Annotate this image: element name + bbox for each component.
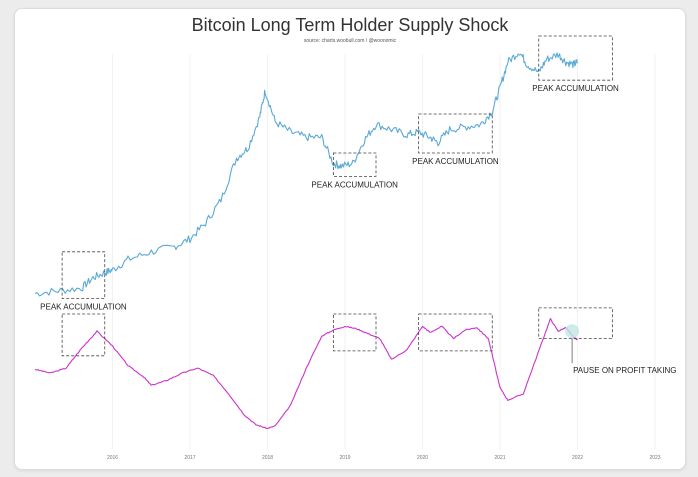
annotation-label: PEAK ACCUMULATION xyxy=(40,303,127,312)
annotation-box xyxy=(332,152,377,177)
chart-card: Bitcoin Long Term Holder Supply Shock so… xyxy=(14,8,686,470)
x-tick-label: 2018 xyxy=(262,455,273,461)
annotation-box xyxy=(538,307,613,340)
x-tick-label: 2017 xyxy=(184,455,195,461)
x-tick-label: 2022 xyxy=(572,455,583,461)
annotation-highlight xyxy=(565,324,580,339)
chart-svg: 2016 2017 2018 2019 2020 2021 2022 2023 PEAK ACC… xyxy=(34,35,677,461)
annotation-box xyxy=(538,35,613,81)
annotation-label: PEAK ACCUMULATION xyxy=(532,84,619,93)
annotation-box xyxy=(61,313,106,357)
price-series-line xyxy=(34,52,579,297)
x-tick-label: 2023 xyxy=(649,455,660,461)
x-tick-label: 2021 xyxy=(494,455,505,461)
annotation-box xyxy=(332,313,377,352)
x-tick-label: 2019 xyxy=(339,455,350,461)
annotation-box xyxy=(61,251,106,300)
chart-source: source: charts.woobull.com / @woonomic xyxy=(303,38,397,44)
annotation-label: PEAK ACCUMULATION xyxy=(311,180,398,189)
annotation-label: PAUSE ON PROFIT TAKING xyxy=(573,366,676,375)
x-tick-label: 2020 xyxy=(417,455,428,461)
annotation-label: PEAK ACCUMULATION xyxy=(412,157,499,166)
supply-shock-series-line xyxy=(34,317,578,430)
annotation-box xyxy=(418,113,493,154)
x-tick-label: 2016 xyxy=(107,455,118,461)
annotation-box xyxy=(418,313,493,352)
chart-title: Bitcoin Long Term Holder Supply Shock xyxy=(191,15,509,35)
